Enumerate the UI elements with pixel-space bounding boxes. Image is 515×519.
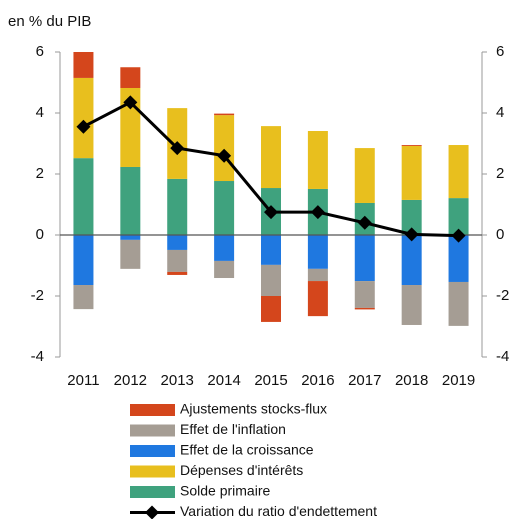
bar — [261, 235, 281, 265]
legend-label: Effet de l'inflation — [180, 421, 286, 437]
legend-label: Variation du ratio d'endettement — [180, 503, 377, 519]
bar — [401, 199, 422, 235]
marker — [170, 141, 185, 156]
y2-tick-label: 2 — [496, 165, 504, 182]
bar — [307, 281, 328, 317]
marker — [451, 228, 466, 243]
bar — [261, 126, 281, 189]
x-tick-label: 2011 — [67, 372, 99, 389]
bar — [214, 235, 235, 261]
marker — [357, 215, 372, 230]
bar — [167, 249, 188, 272]
y-axis-label: en % du PIB — [8, 13, 91, 30]
bar — [167, 271, 188, 275]
bar — [307, 130, 328, 189]
marker — [123, 95, 138, 110]
bar — [448, 145, 469, 199]
legend-swatch — [130, 404, 175, 416]
marker — [404, 227, 419, 242]
bar — [307, 235, 328, 269]
bar — [120, 235, 141, 240]
y-tick-label: 6 — [36, 43, 44, 60]
marker — [217, 148, 232, 163]
bar — [448, 281, 469, 326]
y-tick-label: -2 — [31, 287, 44, 304]
x-tick-label: 2012 — [114, 372, 147, 389]
y2-tick-label: -2 — [496, 287, 509, 304]
bar — [307, 268, 328, 282]
bar — [214, 113, 235, 116]
x-tick-label: 2015 — [254, 372, 287, 389]
y-tick-label: 4 — [36, 104, 44, 121]
legend-swatch — [130, 465, 175, 478]
bar — [401, 235, 422, 286]
bar — [261, 296, 281, 322]
y2-tick-label: -4 — [496, 348, 509, 365]
y-tick-label: -4 — [31, 348, 44, 365]
bar — [167, 178, 188, 235]
bar — [354, 307, 375, 310]
legend-label: Dépenses d'intérêts — [180, 462, 303, 478]
x-tick-label: 2014 — [207, 372, 240, 389]
bar — [448, 198, 469, 235]
y-tick-label: 0 — [36, 226, 44, 243]
bar — [120, 166, 141, 235]
bar — [73, 235, 94, 286]
legend-label: Solde primaire — [180, 483, 270, 499]
marker — [264, 205, 278, 220]
legend-swatch — [130, 486, 175, 498]
bar — [73, 77, 94, 159]
x-tick-label: 2019 — [442, 372, 475, 389]
legend-marker — [145, 505, 159, 519]
bar — [214, 181, 235, 235]
x-tick-label: 2018 — [395, 372, 428, 389]
legend-label: Effet de la croissance — [180, 442, 314, 458]
bar — [401, 145, 422, 200]
legend-swatch — [130, 445, 175, 457]
bar — [73, 158, 94, 235]
legend-label: Ajustements stocks-flux — [180, 401, 327, 417]
bar — [167, 235, 188, 250]
bar — [448, 235, 469, 282]
bar — [401, 285, 422, 325]
y2-tick-label: 4 — [496, 104, 504, 121]
x-tick-label: 2017 — [348, 372, 381, 389]
x-tick-label: 2013 — [161, 372, 194, 389]
y-tick-label: 2 — [36, 165, 44, 182]
bar — [354, 235, 375, 282]
bar — [73, 285, 94, 310]
marker — [310, 205, 325, 220]
y2-tick-label: 0 — [496, 226, 504, 243]
y2-tick-label: 6 — [496, 43, 504, 60]
legend-swatch — [130, 424, 175, 437]
marker — [76, 119, 91, 134]
x-tick-label: 2016 — [301, 372, 334, 389]
bar — [401, 145, 422, 146]
bar — [354, 281, 375, 308]
bar — [73, 52, 94, 78]
bar — [214, 260, 235, 279]
bar — [120, 239, 141, 269]
bar — [354, 148, 375, 203]
bar — [214, 115, 235, 182]
bar — [120, 67, 141, 88]
bar — [261, 264, 281, 296]
